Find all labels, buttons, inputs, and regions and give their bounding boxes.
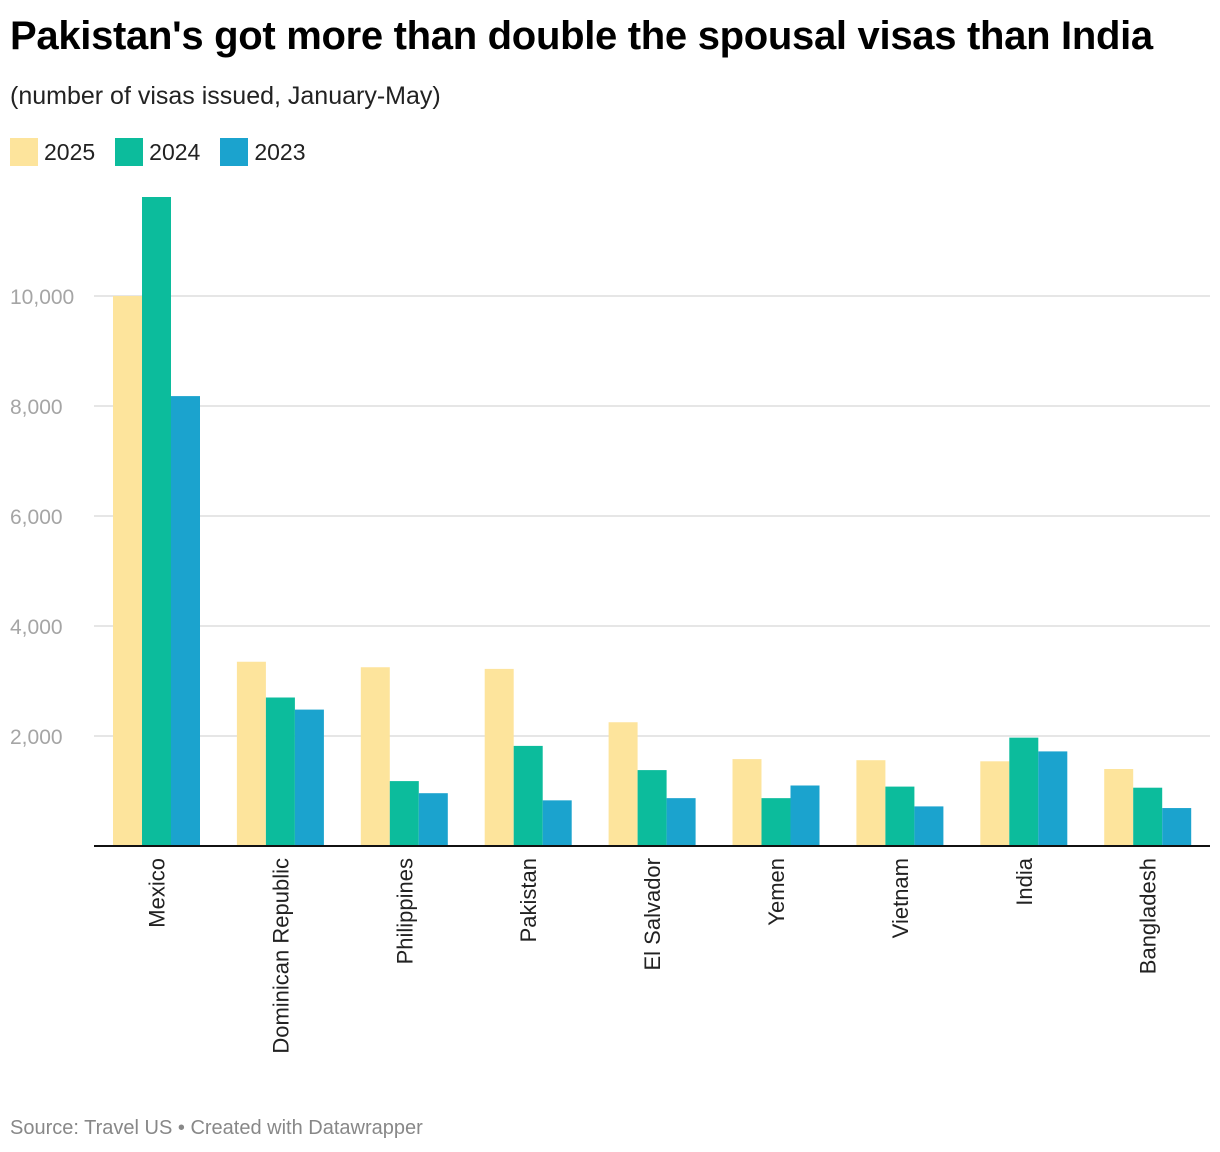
legend-item-2025: 2025 bbox=[10, 136, 95, 168]
bars bbox=[113, 197, 1192, 846]
source-text: Source: Travel US bbox=[10, 1117, 173, 1139]
bar-2025 bbox=[236, 661, 266, 846]
bar-2024 bbox=[761, 798, 791, 846]
legend-label-2023: 2023 bbox=[254, 139, 306, 165]
y-tick-label: 8,000 bbox=[10, 396, 63, 419]
gridlines: 2,000 4,000 6,000 8,000 10,000 bbox=[10, 286, 1210, 749]
bar-2023 bbox=[171, 396, 200, 846]
bar-2025 bbox=[1104, 769, 1134, 846]
credit-link[interactable]: Created with Datawrapper bbox=[190, 1117, 423, 1139]
bar-2024 bbox=[1009, 737, 1039, 846]
category-label: Pakistan bbox=[516, 858, 541, 942]
category-label: Philippines bbox=[392, 858, 417, 964]
bar-2025 bbox=[856, 760, 886, 846]
bar-2024 bbox=[389, 781, 419, 846]
legend-swatch-2023 bbox=[220, 138, 249, 166]
y-tick-label: 2,000 bbox=[10, 726, 63, 749]
legend: 2025 2024 2023 bbox=[10, 136, 326, 168]
bar-2023 bbox=[1038, 751, 1068, 846]
bar-2023 bbox=[418, 793, 448, 846]
legend-label-2024: 2024 bbox=[149, 139, 201, 165]
bar-2024 bbox=[885, 786, 915, 846]
bar-2025 bbox=[484, 668, 514, 846]
legend-swatch-2025 bbox=[10, 138, 38, 166]
bar-2025 bbox=[608, 722, 638, 846]
legend-swatch-2024 bbox=[115, 138, 144, 166]
bar-2024 bbox=[637, 770, 667, 846]
legend-label-2025: 2025 bbox=[44, 139, 96, 165]
category-labels: Mexico Dominican Republic Philippines Pakis… bbox=[145, 857, 1161, 1053]
bar-2024 bbox=[265, 697, 295, 846]
bar-2025 bbox=[113, 296, 142, 846]
footer: Source: Travel US • Created with Datawra… bbox=[10, 1115, 423, 1141]
bar-2023 bbox=[294, 709, 324, 846]
category-label: Mexico bbox=[145, 858, 170, 928]
footer-separator: • bbox=[177, 1117, 185, 1139]
chart-title: Pakistan's got more than double the spou… bbox=[10, 14, 1153, 58]
bar-2025 bbox=[360, 667, 390, 846]
category-label: India bbox=[1012, 857, 1037, 905]
y-tick-label: 6,000 bbox=[10, 506, 63, 529]
legend-item-2023: 2023 bbox=[220, 136, 306, 168]
legend-item-2024: 2024 bbox=[115, 136, 200, 168]
category-label: Vietnam bbox=[888, 858, 913, 938]
bar-2024 bbox=[513, 745, 543, 846]
bar-2023 bbox=[790, 785, 820, 846]
bar-2023 bbox=[1162, 808, 1192, 846]
bar-2025 bbox=[732, 759, 762, 846]
bar-2025 bbox=[980, 761, 1010, 846]
category-label: Bangladesh bbox=[1136, 858, 1161, 974]
category-label: Dominican Republic bbox=[268, 858, 293, 1054]
y-tick-label: 4,000 bbox=[10, 616, 63, 639]
category-label: Yemen bbox=[764, 858, 789, 926]
bar-2023 bbox=[666, 798, 696, 846]
y-tick-label: 10,000 bbox=[10, 286, 74, 309]
bar-2023 bbox=[914, 806, 944, 846]
bar-2024 bbox=[142, 197, 171, 846]
category-label: El Salvador bbox=[640, 858, 665, 971]
chart-subtitle: (number of visas issued, January-May) bbox=[10, 82, 441, 110]
bar-2023 bbox=[542, 800, 572, 846]
bar-2024 bbox=[1133, 787, 1163, 846]
